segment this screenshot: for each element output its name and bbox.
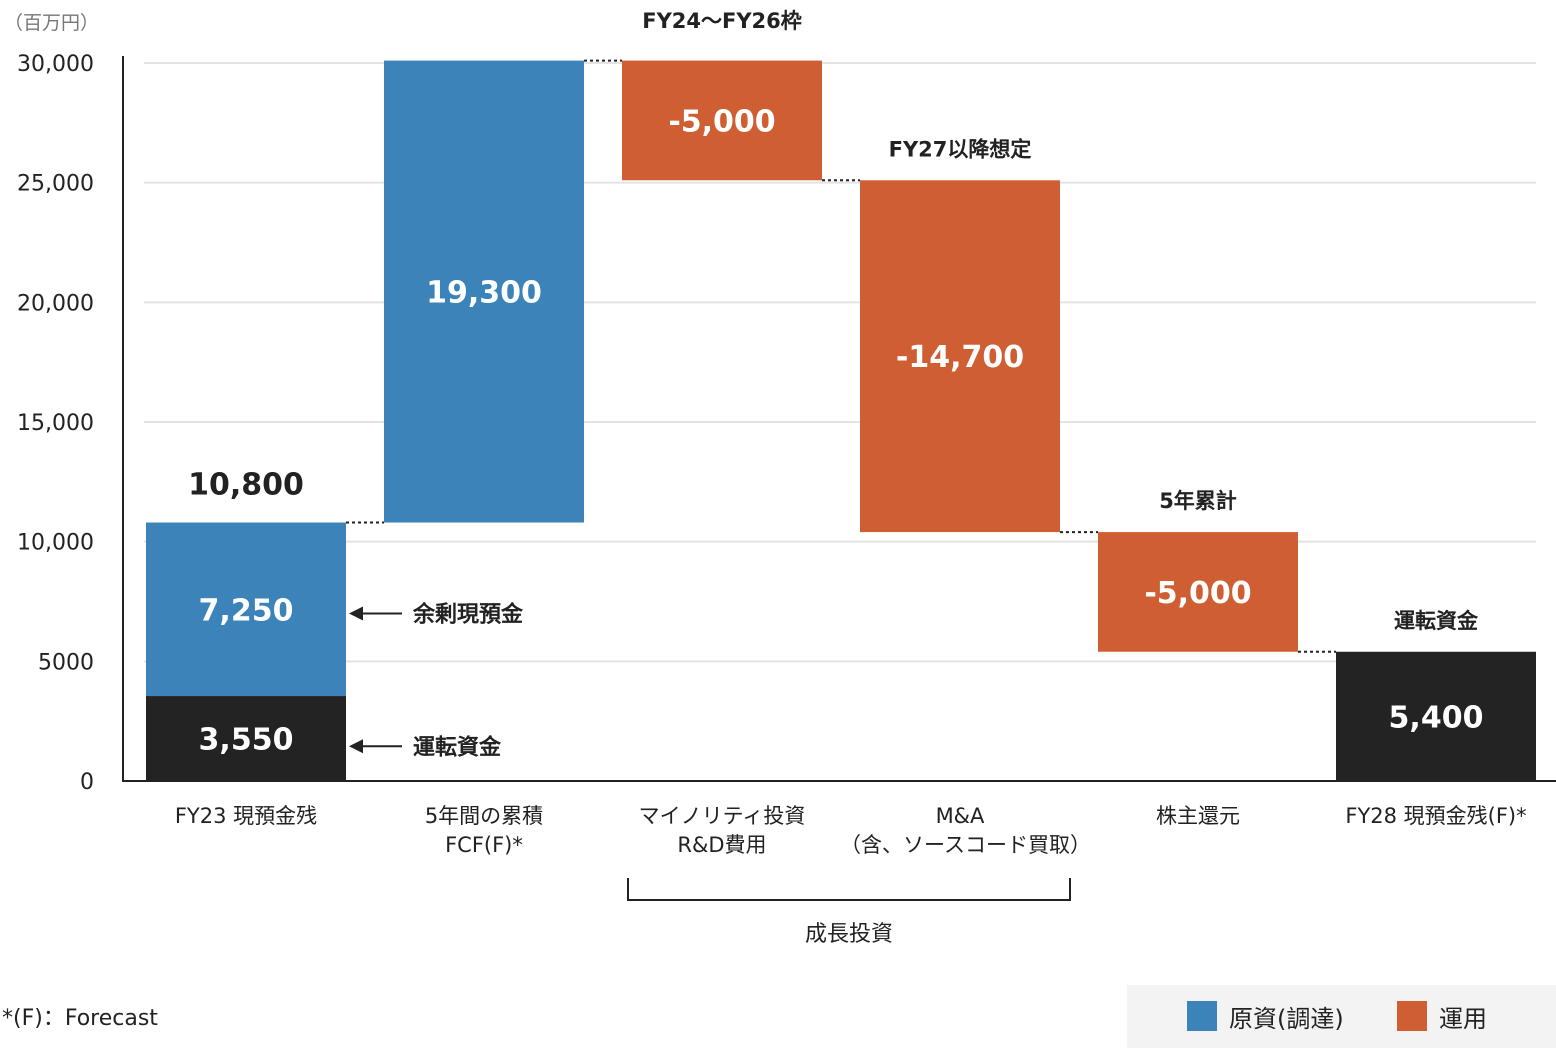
bar-segment: [146, 696, 346, 781]
connectors: [346, 59, 1336, 653]
bar-total-label: 10,800: [188, 468, 304, 503]
legend-item-usage: 運用: [1397, 1000, 1487, 1033]
group-label-growth-investment: 成長投資: [804, 922, 893, 947]
category-label: FY28 現預金残(F)*: [1316, 802, 1556, 831]
bar-note-label: 5年累計: [1159, 489, 1237, 513]
bar-segment: [622, 60, 822, 181]
bar-note-label: FY24〜FY26枠: [642, 9, 802, 33]
legend-swatch-funding: [1187, 1001, 1217, 1031]
category-label-line: （含、ソースコード買取）: [840, 833, 1091, 857]
bar-note-label: 運転資金: [1394, 609, 1479, 633]
category-label: 5年間の累積 FCF(F)*: [364, 802, 604, 860]
legend-swatch-usage: [1397, 1001, 1427, 1031]
segment-value-label: 5,400: [1389, 700, 1484, 735]
group-bracket: [627, 878, 1071, 901]
legend: 原資(調達) 運用: [1127, 985, 1556, 1048]
bar-segment: [146, 522, 346, 697]
axes: 0 5000 10,000 15,000 20,000 25,000 30,000: [17, 52, 1556, 901]
bar-note-label: FY27以降想定: [889, 137, 1032, 161]
segment-value-label: 3,550: [199, 723, 294, 758]
annotation-arrow-head: [349, 606, 363, 621]
segment-value-label: -5,000: [668, 104, 775, 139]
grid-lines: [144, 62, 1536, 663]
bars: [146, 60, 1536, 781]
category-label-line: マイノリティ投資: [638, 804, 806, 828]
y-tick-label: 30,000: [17, 52, 94, 77]
segment-value-label: -5,000: [1144, 576, 1251, 611]
unit-label: （百万円）: [4, 12, 100, 34]
y-tick-label: 10,000: [17, 531, 94, 556]
bar-segment: [1098, 532, 1298, 652]
category-label-line: FCF(F)*: [445, 833, 523, 857]
segment-value-label: -14,700: [896, 340, 1024, 375]
category-label: M&A （含、ソースコード買取）: [840, 802, 1091, 860]
category-label: 株主還元: [1078, 802, 1318, 831]
annotation-label: 運転資金: [413, 734, 502, 760]
segment-value-label: 19,300: [426, 276, 542, 311]
legend-item-funding: 原資(調達): [1187, 1000, 1344, 1033]
legend-label-usage: 運用: [1439, 1004, 1487, 1033]
category-label-line: FY28 現預金残(F)*: [1345, 804, 1527, 828]
y-tick-label: 15,000: [17, 411, 94, 436]
category-label-line: 5年間の累積: [424, 804, 544, 828]
y-tick-label: 20,000: [17, 291, 94, 316]
bar-segment: [384, 60, 584, 523]
y-tick-label: 25,000: [17, 172, 94, 197]
legend-label-funding: 原資(調達): [1229, 1004, 1344, 1033]
y-tick-label: 0: [80, 770, 94, 795]
category-label-line: R&D費用: [677, 833, 767, 857]
bar-segment: [860, 180, 1060, 533]
bar-segment: [1336, 651, 1536, 781]
annotation-label: 余剰現預金: [412, 601, 524, 627]
category-label: FY23 現預金残: [126, 802, 366, 831]
y-tick-label: 5000: [38, 650, 94, 675]
annotation-arrow-head: [349, 739, 363, 754]
segment-value-label: 7,250: [199, 593, 294, 628]
category-label-line: FY23 現預金残: [174, 804, 318, 828]
category-label-line: M&A: [935, 804, 985, 828]
category-label-line: 株主還元: [1156, 804, 1240, 828]
category-label: マイノリティ投資 R&D費用: [602, 802, 842, 860]
bar-labels: 3,550 7,250 10,800 19,300 -5,000 FY24〜FY26枠 -1…: [188, 9, 1483, 760]
footnote: *(F)：Forecast: [2, 1006, 158, 1031]
